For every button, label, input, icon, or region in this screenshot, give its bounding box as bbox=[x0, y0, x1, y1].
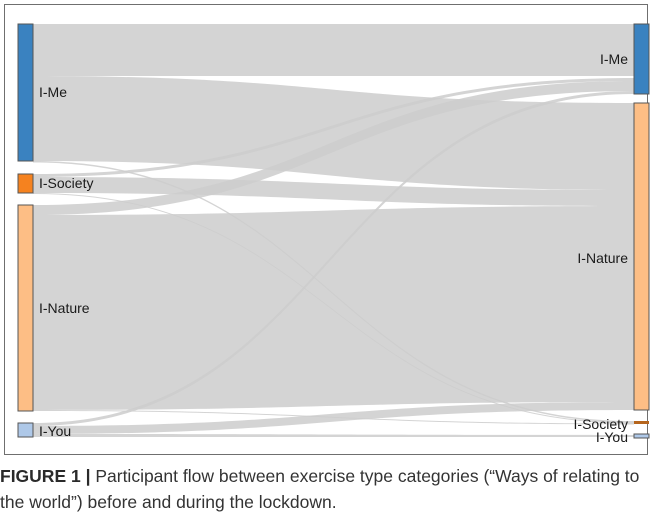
left-labels: I-Me I-Society I-Nature I-You bbox=[39, 84, 93, 439]
link-me-to-me bbox=[33, 24, 634, 76]
link-nature-to-nature bbox=[33, 206, 634, 410]
sankey-links bbox=[33, 24, 634, 437]
label-left-i-society: I-Society bbox=[39, 175, 93, 191]
link-you-to-nature bbox=[33, 402, 634, 434]
left-nodes bbox=[17, 23, 34, 438]
link-society-to-nature bbox=[33, 177, 634, 206]
caption-text: Participant flow between exercise type c… bbox=[0, 466, 640, 512]
label-left-i-you: I-You bbox=[39, 423, 71, 439]
node-left-i-society bbox=[17, 173, 34, 194]
node-right-i-society bbox=[634, 421, 649, 424]
node-right-i-nature bbox=[633, 102, 650, 411]
node-left-i-you bbox=[17, 422, 34, 438]
right-nodes bbox=[633, 23, 650, 439]
node-right-i-you bbox=[633, 433, 650, 439]
link-society-to-me bbox=[33, 78, 634, 177]
figure-label: FIGURE 1 | bbox=[0, 466, 91, 486]
node-left-i-me bbox=[17, 23, 34, 162]
label-right-i-me: I-Me bbox=[600, 51, 628, 67]
caption-divider bbox=[4, 454, 648, 455]
right-labels: I-Me I-Nature I-Society I-You bbox=[574, 51, 629, 445]
node-right-i-me bbox=[633, 23, 650, 95]
link-you-to-you bbox=[33, 434, 634, 437]
link-me-to-nature bbox=[33, 76, 634, 190]
label-left-i-me: I-Me bbox=[39, 84, 67, 100]
label-right-i-society: I-Society bbox=[574, 416, 628, 432]
link-nature-to-me bbox=[33, 81, 634, 215]
label-right-i-you: I-You bbox=[596, 429, 628, 445]
label-left-i-nature: I-Nature bbox=[39, 300, 90, 316]
node-left-i-nature bbox=[17, 204, 34, 412]
label-right-i-nature: I-Nature bbox=[577, 250, 628, 266]
sankey-diagram: I-Me I-Society I-Nature I-You I-Me I-Nat… bbox=[17, 23, 650, 445]
figure-caption: FIGURE 1 | Participant flow between exer… bbox=[0, 463, 654, 515]
